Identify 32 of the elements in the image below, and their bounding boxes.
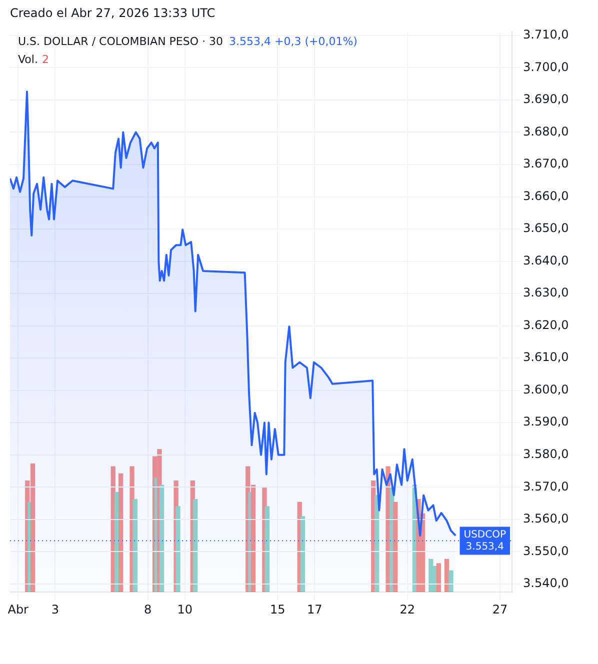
annotation: Vol.	[18, 53, 38, 66]
y-tick-label: 3.690,0	[523, 92, 569, 106]
y-tick-label: 3.620,0	[523, 318, 569, 332]
annotation: 3.553,4 +0,3 (+0,01%)	[229, 35, 358, 48]
y-tick-label: 3.610,0	[523, 350, 569, 364]
x-tick-label: 10	[177, 602, 193, 616]
x-tick-label: 8	[144, 602, 152, 616]
x-tick-label: 27	[492, 602, 508, 616]
y-tick-label: 3.650,0	[523, 221, 569, 236]
y-tick-label: 3.600,0	[523, 382, 569, 396]
x-tick-label: 15	[270, 602, 286, 616]
y-tick-label: 3.640,0	[523, 253, 569, 268]
y-tick-label: 3.700,0	[523, 60, 569, 74]
y-tick-label: 3.710,0	[523, 28, 569, 42]
x-tick-label: 22	[400, 602, 415, 616]
ref-line-label: USDCOP 3.553,4	[464, 529, 506, 552]
x-tick-label: 17	[307, 602, 322, 616]
chart-subtitle: Creado el Abr 27, 2026 13:33 UTC	[10, 6, 216, 20]
y-tick-label: 3.660,0	[523, 188, 569, 203]
y-tick-label: 3.670,0	[523, 156, 569, 171]
x-tick-label: 3	[51, 602, 59, 616]
y-tick-label: 3.570,0	[523, 479, 569, 494]
y-tick-label: 3.680,0	[523, 124, 569, 138]
x-tick-label: Abr	[8, 602, 29, 616]
annotation: 2	[42, 53, 49, 66]
y-tick-label: 3.580,0	[523, 447, 569, 461]
y-tick-label: 3.630,0	[523, 286, 569, 300]
chart-title: U.S. DOLLAR / COLOMBIAN PESO · 30	[18, 35, 224, 48]
y-tick-label: 3.560,0	[523, 512, 569, 526]
y-tick-label: 3.550,0	[523, 544, 569, 558]
y-tick-label: 3.540,0	[523, 576, 569, 590]
y-tick-label: 3.590,0	[523, 414, 569, 429]
